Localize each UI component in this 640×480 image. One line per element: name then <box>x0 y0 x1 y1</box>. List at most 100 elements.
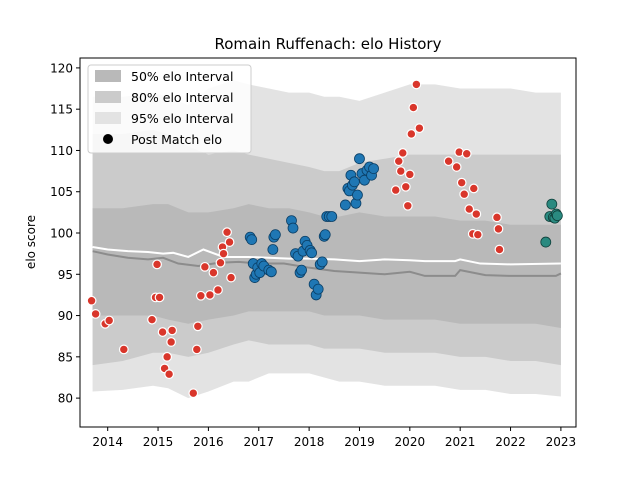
post-match-point <box>205 290 215 300</box>
x-tick-label: 2018 <box>294 435 325 449</box>
post-match-point <box>267 244 279 255</box>
post-match-point <box>269 229 281 241</box>
post-match-point <box>104 315 115 326</box>
post-match-point <box>472 229 483 240</box>
legend-marker-post-match <box>103 134 113 144</box>
post-match-point <box>390 185 401 195</box>
y-tick-label: 105 <box>50 185 73 199</box>
x-tick-label: 2023 <box>546 435 577 449</box>
post-match-point <box>451 162 462 172</box>
x-axis: 2014 2015 2016 2017 2018 2019 2020 2021 2022 2023 <box>92 427 576 449</box>
post-match-point <box>319 229 331 241</box>
post-match-point <box>402 200 413 211</box>
post-match-point <box>224 237 235 247</box>
y-tick-label: 80 <box>58 392 73 406</box>
legend-swatch-50 <box>95 70 121 82</box>
post-match-point <box>404 169 415 180</box>
y-tick-label: 95 <box>58 268 73 282</box>
y-tick-label: 115 <box>50 103 73 117</box>
legend: 50% elo Interval 80% elo Interval 95% el… <box>87 64 252 154</box>
plot-area <box>86 79 563 399</box>
post-match-point <box>188 388 199 399</box>
post-match-point <box>406 129 417 139</box>
x-tick-label: 2017 <box>243 435 274 449</box>
post-match-point <box>213 285 223 295</box>
post-match-point <box>464 204 475 214</box>
post-match-point <box>459 189 470 200</box>
post-match-point <box>195 290 206 301</box>
post-match-point <box>411 79 422 90</box>
post-match-point <box>349 176 360 188</box>
post-match-point <box>546 198 558 210</box>
post-match-point <box>461 148 472 159</box>
x-tick-label: 2021 <box>445 435 476 449</box>
y-tick-label: 120 <box>50 61 73 75</box>
legend-label-80: 80% elo Interval <box>131 90 233 105</box>
x-tick-label: 2020 <box>395 435 426 449</box>
post-match-point <box>456 177 467 188</box>
post-match-points <box>86 79 563 399</box>
post-match-point <box>199 261 210 272</box>
legend-swatch-95 <box>95 112 121 124</box>
plot-frame <box>79 57 577 428</box>
chart-title: Romain Ruffenach: elo History <box>215 35 442 53</box>
legend-swatch-80 <box>95 91 121 103</box>
post-match-point <box>191 344 202 355</box>
post-match-point <box>395 166 406 176</box>
post-match-point <box>368 163 379 175</box>
post-match-point <box>166 337 177 347</box>
post-match-point <box>306 247 318 259</box>
post-match-point <box>86 295 97 306</box>
post-match-point <box>354 153 365 165</box>
post-match-point <box>265 266 277 278</box>
post-match-point <box>215 257 226 268</box>
post-match-point <box>167 325 178 336</box>
post-match-point <box>287 222 299 234</box>
post-match-point <box>408 102 419 113</box>
post-match-point <box>468 183 479 194</box>
post-match-point <box>147 314 157 325</box>
post-match-point <box>226 272 236 283</box>
legend-label-post-match: Post Match elo <box>131 132 222 147</box>
x-tick-label: 2015 <box>143 435 174 449</box>
post-match-point <box>157 327 168 337</box>
post-match-point <box>540 236 552 248</box>
post-match-point <box>164 369 175 380</box>
post-match-point <box>152 259 162 270</box>
post-match-point <box>443 156 454 167</box>
post-match-point <box>400 181 411 192</box>
y-axis: 80 85 90 95 100 105 110 115 120 <box>50 61 80 406</box>
post-match-point <box>246 234 258 246</box>
post-match-point <box>90 309 101 319</box>
post-match-point <box>218 248 229 259</box>
median-elo-line <box>92 250 562 277</box>
x-tick-label: 2014 <box>92 435 123 449</box>
band-50-interval <box>92 204 561 328</box>
legend-label-95: 95% elo Interval <box>131 111 233 126</box>
post-match-point <box>493 223 504 234</box>
x-tick-label: 2022 <box>495 435 526 449</box>
post-match-point <box>494 244 505 255</box>
post-match-point <box>339 199 351 211</box>
post-match-point <box>296 264 307 276</box>
post-match-point <box>118 344 129 355</box>
mean-elo-line <box>92 246 561 266</box>
post-match-point <box>312 283 324 295</box>
post-match-point <box>162 351 173 362</box>
post-match-point <box>192 321 203 332</box>
legend-box <box>87 64 252 154</box>
y-tick-label: 85 <box>58 350 73 364</box>
legend-label-50: 50% elo Interval <box>131 69 233 84</box>
post-match-point <box>397 148 408 158</box>
post-match-point <box>393 156 404 167</box>
post-match-point <box>551 210 563 222</box>
post-match-point <box>352 189 363 201</box>
post-match-point <box>316 256 328 268</box>
x-tick-label: 2016 <box>193 435 224 449</box>
y-tick-label: 90 <box>58 309 73 323</box>
y-axis-label: elo score <box>24 215 38 269</box>
post-match-point <box>326 211 338 222</box>
post-match-point <box>471 209 482 219</box>
y-tick-label: 100 <box>50 227 73 241</box>
